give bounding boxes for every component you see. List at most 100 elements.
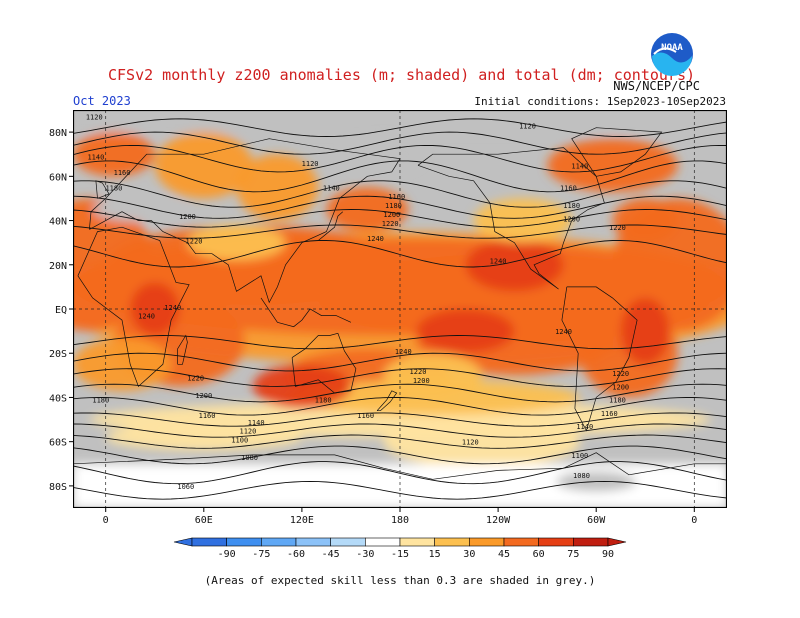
colorbar-box (469, 537, 505, 547)
coastline (318, 211, 344, 241)
contour-label: 1220 (410, 368, 427, 376)
contour-label: 1140 (571, 162, 588, 170)
x-tick-label: 120W (486, 515, 511, 526)
contour-label: 1200 (383, 211, 400, 219)
colorbar-box (503, 537, 539, 547)
contour-label: 1140 (323, 184, 340, 192)
contour-label: 1120 (86, 114, 103, 122)
contour-label: 1100 (231, 436, 248, 444)
grid-lines (73, 110, 727, 508)
colorbar-tick-label: -30 (356, 549, 374, 560)
colorbar-box (399, 537, 435, 547)
chart-title: CFSv2 monthly z200 anomalies (m; shaded)… (108, 66, 695, 84)
contour-label: 1080 (241, 454, 258, 462)
contour-label: 1220 (382, 220, 399, 228)
contour-line (73, 352, 727, 372)
y-tick-label: 40S (49, 393, 67, 404)
colorbar-box (330, 537, 366, 547)
contour-label: 1240 (367, 235, 384, 243)
map-panel: 1120 1140 1160 1180 1120 1140 1160 1180 1200 1220… (72, 109, 728, 509)
y-tick-label: 60S (49, 438, 67, 449)
coastline (571, 127, 663, 177)
colorbar-max-arrow (607, 537, 627, 547)
colorbar-tick-label: 45 (498, 549, 510, 560)
skill-caption: (Areas of expected skill less than 0.3 a… (204, 574, 596, 587)
contour-label: 1160 (388, 193, 405, 201)
colorbar: -90 -75 -60 -45 -30 -15 15 30 45 60 75 90 (173, 537, 627, 560)
coastline (376, 390, 398, 412)
contour-label: 1240 (395, 348, 412, 356)
colorbar-tick-label: 75 (567, 549, 579, 560)
contour-line (73, 118, 727, 137)
contour-label: 1200 (413, 377, 430, 385)
contour-line (73, 412, 727, 427)
x-tick-label: 60E (195, 515, 213, 526)
coastline (89, 138, 401, 304)
anomaly-shading (73, 110, 727, 508)
colorbar-tick-label: 60 (533, 549, 545, 560)
contour-label: 1180 (609, 397, 626, 405)
colorbar-tick-label: 90 (602, 549, 614, 560)
colorbar-box (573, 537, 609, 547)
coastline (177, 334, 188, 365)
contour-label: 1140 (248, 419, 265, 427)
y-tick-label: 60N (49, 172, 67, 183)
contour-line (73, 434, 727, 449)
y-tick-label: EQ (55, 305, 67, 316)
source-label: NWS/NCEP/CPC (613, 79, 700, 93)
colorbar-box (365, 537, 401, 547)
colorbar-box (295, 537, 331, 547)
contour-label: 1240 (164, 304, 181, 312)
contour-line (73, 131, 727, 155)
noaa-logo: NOAA (651, 33, 693, 76)
colorbar-tick-label: -45 (322, 549, 340, 560)
colorbar-tick-label: -75 (252, 549, 270, 560)
coastline (95, 180, 110, 199)
colorbar-min-arrow (173, 537, 193, 547)
coastlines (73, 127, 727, 480)
colorbar-tick-label: 15 (429, 549, 441, 560)
coastline (77, 226, 190, 388)
contour-label: 1160 (357, 412, 374, 420)
coastline (260, 297, 352, 328)
contour-label: 1200 (179, 213, 196, 221)
contour-line (73, 383, 727, 403)
contour-label: 1160 (601, 410, 618, 418)
contour-label: 1240 (490, 257, 507, 265)
contour-label: 1200 (563, 215, 580, 223)
contour-label: 1220 (609, 224, 626, 232)
contour-label: 1180 (92, 397, 109, 405)
contour-label: 1200 (195, 392, 212, 400)
contour-line (73, 195, 727, 219)
colorbar-box (261, 537, 297, 547)
anomaly-map: 1120114011601180112011401160118012001220… (72, 109, 728, 509)
contour-label: 1160 (114, 169, 131, 177)
y-tick-label: 80N (49, 128, 67, 139)
colorbar-box (434, 537, 470, 547)
coastline (291, 332, 357, 394)
contour-label: 1180 (563, 202, 580, 210)
contour-label: 1180 (315, 397, 332, 405)
colorbar-tick-label: 30 (463, 549, 475, 560)
coastline (73, 452, 727, 480)
contour-label: 1160 (560, 184, 577, 192)
contour-label: 1120 (519, 122, 536, 130)
colorbar-tick-label: -15 (391, 549, 409, 560)
contour-line (73, 423, 727, 438)
contour-label: 1240 (138, 313, 155, 321)
contour-label: 1220 (186, 237, 203, 245)
y-tick-label: 80S (49, 482, 67, 493)
contour-label: 1140 (87, 153, 104, 161)
contour-label: 1080 (573, 472, 590, 480)
contour-label: 1220 (187, 375, 204, 383)
contour-label: 1220 (612, 370, 629, 378)
contour-label: 1160 (199, 412, 216, 420)
contour-label: 1200 (612, 383, 629, 391)
y-tick-label: 20S (49, 349, 67, 360)
contour-label: 1120 (302, 160, 319, 168)
x-tick-label: 180 (391, 515, 409, 526)
contour-line (73, 461, 727, 485)
contour-label: 1060 (177, 483, 194, 491)
colorbar-box (226, 537, 262, 547)
